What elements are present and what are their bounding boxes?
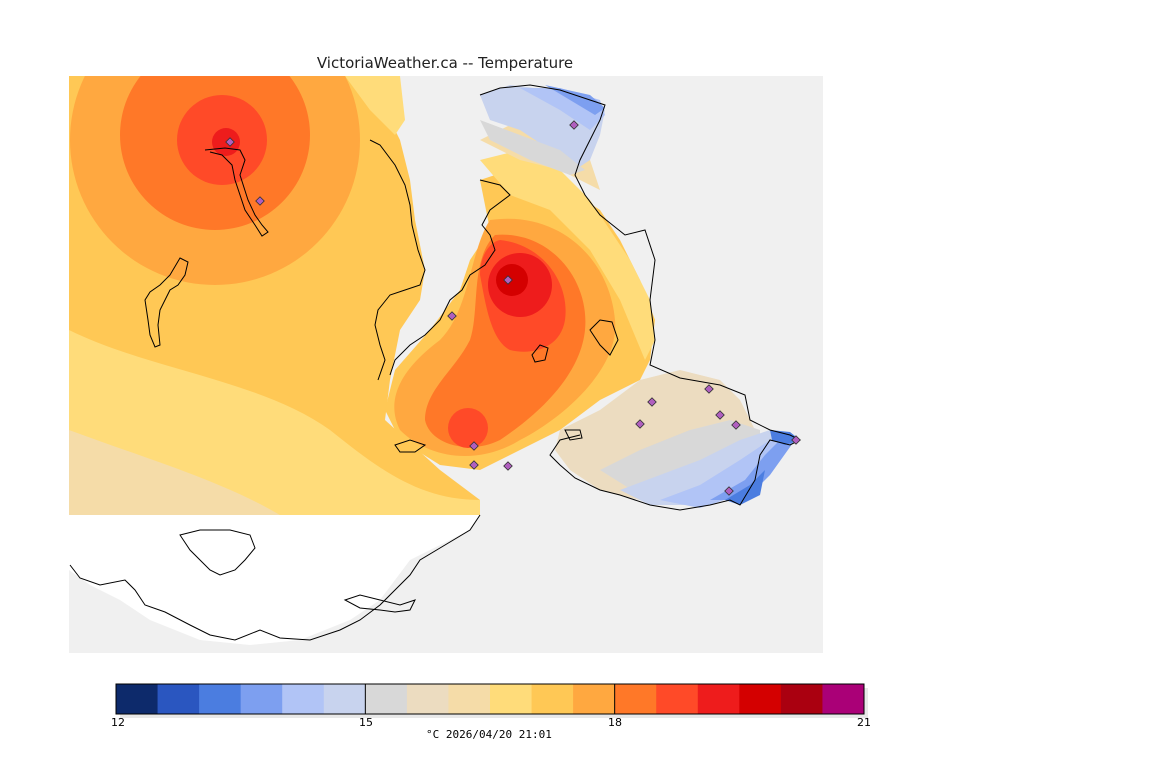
temperature-field-east [385,85,800,508]
station-marker[interactable] [569,120,579,130]
station-marker[interactable] [724,486,734,496]
station-marker[interactable] [715,410,725,420]
colorbar-swatch [116,684,159,714]
colorbar-swatch [490,684,533,714]
station-marker[interactable] [791,435,801,445]
colorbar-swatch [780,684,823,714]
station-marker[interactable] [469,460,479,470]
station-marker[interactable] [704,384,714,394]
colorbar [115,683,868,718]
colorbar-swatch [406,684,449,714]
station-marker[interactable] [647,397,657,407]
colorbar-swatch [365,684,408,714]
colorbar-min-label: 12 [111,716,125,729]
colorbar-swatch [282,684,325,714]
footer-caption: °C 2026/04/20 21:01 [426,728,552,741]
colorbar-swatch [614,684,657,714]
colorbar-swatch [822,684,865,714]
colorbar-swatch [531,684,574,714]
colorbar-border [115,683,865,715]
colorbar-mid1-label: 15 [359,716,373,729]
colorbar-swatch [240,684,283,714]
station-marker[interactable] [447,311,457,321]
coastlines [69,84,802,641]
station-marker[interactable] [635,419,645,429]
station-marker[interactable] [255,196,265,206]
colorbar-swatch [199,684,242,714]
station-marker[interactable] [731,420,741,430]
colorbar-swatch [157,684,200,714]
colorbar-swatch [448,684,491,714]
station-marker[interactable] [469,441,479,451]
colorbar-swatch [739,684,782,714]
station-marker[interactable] [225,137,235,147]
colorbar-mid2-label: 18 [608,716,622,729]
colorbar-swatch [573,684,616,714]
station-marker[interactable] [503,275,513,285]
colorbar-swatch [656,684,699,714]
station-marker[interactable] [503,461,513,471]
colorbar-swatch [323,684,366,714]
colorbar-swatch [697,684,740,714]
colorbar-max-label: 21 [857,716,871,729]
map-title: VictoriaWeather.ca -- Temperature [316,54,574,72]
station-markers[interactable] [225,120,801,496]
unmodeled-land [69,515,480,645]
